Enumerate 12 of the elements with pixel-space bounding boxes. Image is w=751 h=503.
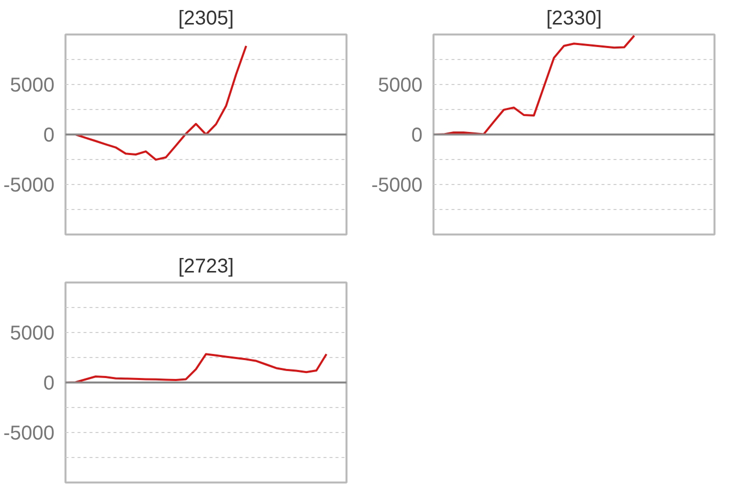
y-tick-label: 5000 — [10, 74, 55, 96]
chart-title: [2723] — [178, 256, 234, 278]
y-tick-label: 5000 — [378, 74, 423, 96]
y-tick-label: 0 — [411, 124, 422, 146]
y-tick-label: -5000 — [371, 174, 423, 196]
y-tick-label: 5000 — [10, 322, 55, 344]
chart-title: [2330] — [546, 8, 602, 30]
chart-title: [2305] — [178, 8, 234, 30]
y-tick-label: 0 — [43, 372, 54, 394]
y-tick-label: -5000 — [3, 422, 55, 444]
y-tick-label: 0 — [43, 124, 54, 146]
y-tick-label: -5000 — [3, 174, 55, 196]
